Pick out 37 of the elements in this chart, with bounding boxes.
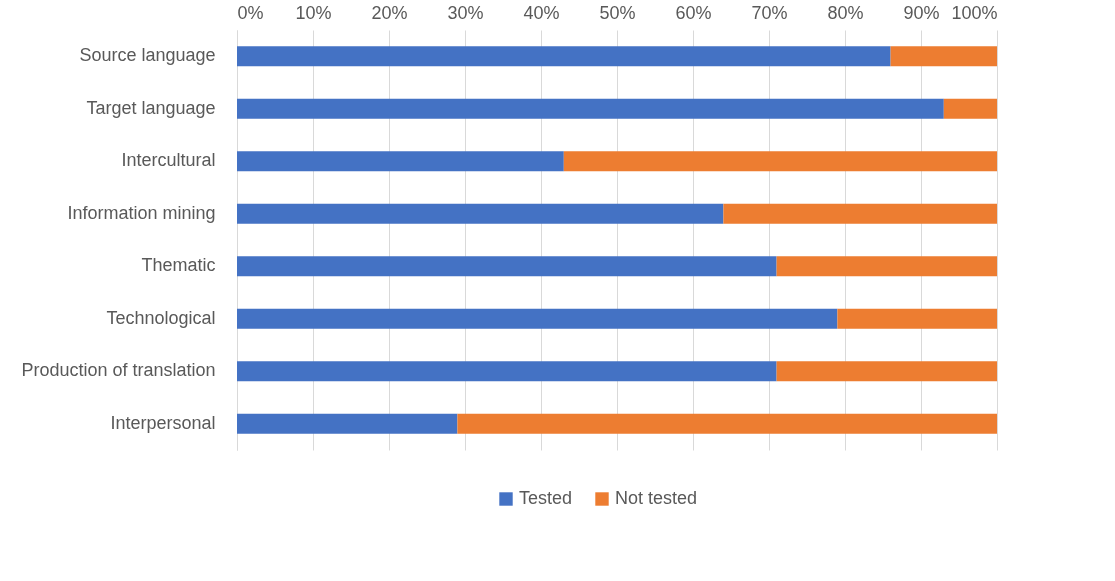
bar	[237, 46, 891, 67]
x-tick-label: 80%	[827, 2, 864, 23]
legend-label: Not tested	[615, 488, 698, 508]
bar	[237, 361, 777, 382]
x-tick-label: 30%	[447, 2, 484, 23]
x-tick-label: 20%	[371, 2, 408, 23]
bar	[943, 98, 997, 119]
bar	[890, 46, 997, 67]
bar	[776, 361, 997, 382]
bar	[837, 308, 997, 329]
x-tick-label: 100%	[951, 2, 998, 23]
legend-label: Tested	[519, 488, 573, 508]
bar	[563, 151, 997, 172]
x-tick-label: 70%	[751, 2, 788, 23]
x-tick-label: 50%	[599, 2, 636, 23]
y-tick-label: Target language	[86, 97, 216, 118]
bar	[457, 413, 997, 434]
bar	[776, 256, 997, 277]
bar	[237, 98, 944, 119]
bar	[237, 413, 458, 434]
y-tick-label: Interpersonal	[110, 412, 216, 433]
y-tick-label: Thematic	[141, 255, 216, 276]
x-tick-label: 40%	[523, 2, 560, 23]
bar	[237, 151, 564, 172]
bar	[237, 256, 777, 277]
y-tick-label: Source language	[79, 45, 216, 66]
bar	[237, 203, 724, 224]
y-tick-label: Production of translation	[21, 360, 216, 381]
y-tick-label: Technological	[106, 307, 216, 328]
bar	[723, 203, 997, 224]
x-tick-label: 90%	[903, 2, 940, 23]
bar	[237, 308, 838, 329]
y-tick-label: Information mining	[67, 202, 216, 223]
x-tick-label: 10%	[295, 2, 332, 23]
y-tick-label: Intercultural	[121, 150, 216, 171]
x-tick-label: 60%	[675, 2, 712, 23]
x-tick-label: 0%	[237, 2, 264, 23]
